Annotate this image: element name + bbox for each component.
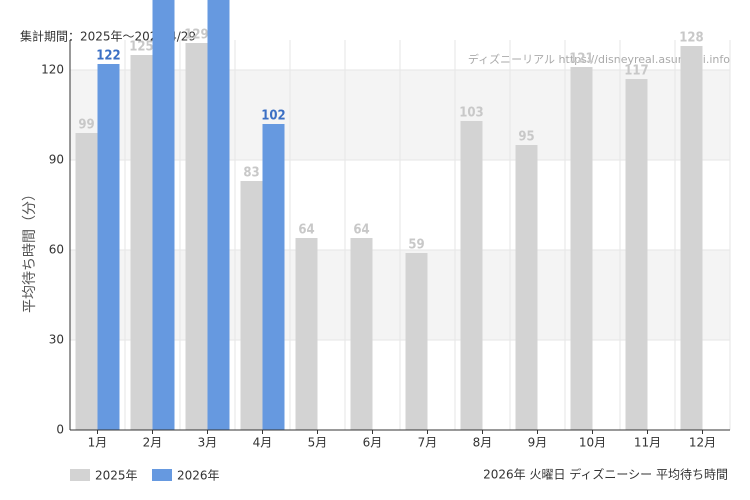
value-label: 64 — [298, 223, 314, 238]
x-tick-label: 2月 — [143, 436, 163, 450]
y-tick-label: 60 — [49, 243, 64, 257]
value-label: 125 — [129, 40, 153, 55]
y-tick-label: 120 — [41, 63, 64, 77]
value-label: 102 — [261, 109, 285, 124]
bar — [405, 253, 428, 430]
value-label: 103 — [459, 106, 483, 121]
legend-label: 2025年 — [95, 469, 138, 483]
bar — [240, 181, 263, 430]
x-tick-label: 6月 — [363, 436, 383, 450]
bar — [570, 67, 593, 430]
y-axis-label: 平均待ち時間（分） — [22, 187, 38, 313]
y-tick-label: 0 — [56, 423, 64, 437]
bar — [625, 79, 648, 430]
x-tick-label: 1月 — [88, 436, 108, 450]
x-tick-label: 5月 — [308, 436, 328, 450]
bar — [680, 46, 703, 430]
bar — [75, 133, 98, 430]
bar — [130, 55, 153, 430]
x-tick-label: 10月 — [579, 436, 606, 450]
footer: 2026年 火曜日 ディズニーシー 平均待ち時間 — [483, 467, 728, 482]
bar — [295, 238, 318, 430]
bar — [207, 0, 230, 430]
bar — [460, 121, 483, 430]
bar — [350, 238, 373, 430]
y-tick-label: 30 — [49, 333, 64, 347]
x-tick-label: 8月 — [473, 436, 493, 450]
value-label: 99 — [78, 118, 94, 133]
bar — [185, 43, 208, 430]
value-label: 117 — [624, 64, 648, 79]
bar — [262, 124, 285, 430]
value-label: 59 — [408, 238, 424, 253]
legend-swatch — [70, 469, 90, 481]
x-tick-label: 11月 — [634, 436, 661, 450]
value-label: 129 — [184, 28, 208, 43]
watermark: ディズニーリアル https://disneyreal.asumirai.inf… — [468, 52, 730, 66]
y-tick-label: 90 — [49, 153, 64, 167]
bar — [152, 0, 175, 430]
value-label: 128 — [679, 31, 703, 46]
x-tick-label: 7月 — [418, 436, 438, 450]
bar — [97, 64, 120, 430]
x-tick-label: 12月 — [689, 436, 716, 450]
period: 集計期間：2025年～2026/4/29 — [20, 29, 196, 44]
bar — [515, 145, 538, 430]
value-label: 95 — [518, 130, 534, 145]
value-label: 64 — [353, 223, 369, 238]
legend-swatch — [152, 469, 172, 481]
x-tick-label: 3月 — [198, 436, 218, 450]
value-label: 83 — [243, 166, 259, 181]
value-label: 121 — [569, 52, 593, 67]
x-tick-label: 4月 — [253, 436, 273, 450]
value-label: 122 — [96, 49, 120, 64]
x-tick-label: 9月 — [528, 436, 548, 450]
legend-label: 2026年 — [177, 469, 220, 483]
